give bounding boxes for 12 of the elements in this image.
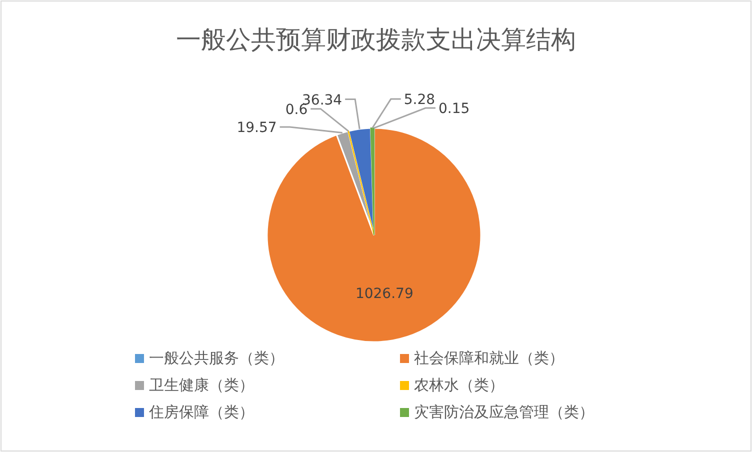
legend-label: 住房保障（类） — [148, 403, 254, 421]
chart-title: 一般公共预算财政拨款支出决算结构 — [176, 25, 576, 54]
legend-label: 社会保障和就业（类） — [414, 349, 564, 367]
legend-label: 卫生健康（类） — [149, 376, 254, 394]
legend-label: 农林水（类） — [414, 376, 504, 394]
data-label: 0.6 — [285, 102, 308, 118]
legend-label: 一般公共服务（类） — [149, 349, 284, 367]
legend-label: 灾害防治及应急管理（类） — [414, 403, 594, 421]
data-label: 1026.79 — [355, 286, 414, 302]
data-label: 5.28 — [404, 92, 436, 108]
data-label: 19.57 — [236, 120, 277, 136]
data-label: 0.15 — [438, 101, 470, 118]
